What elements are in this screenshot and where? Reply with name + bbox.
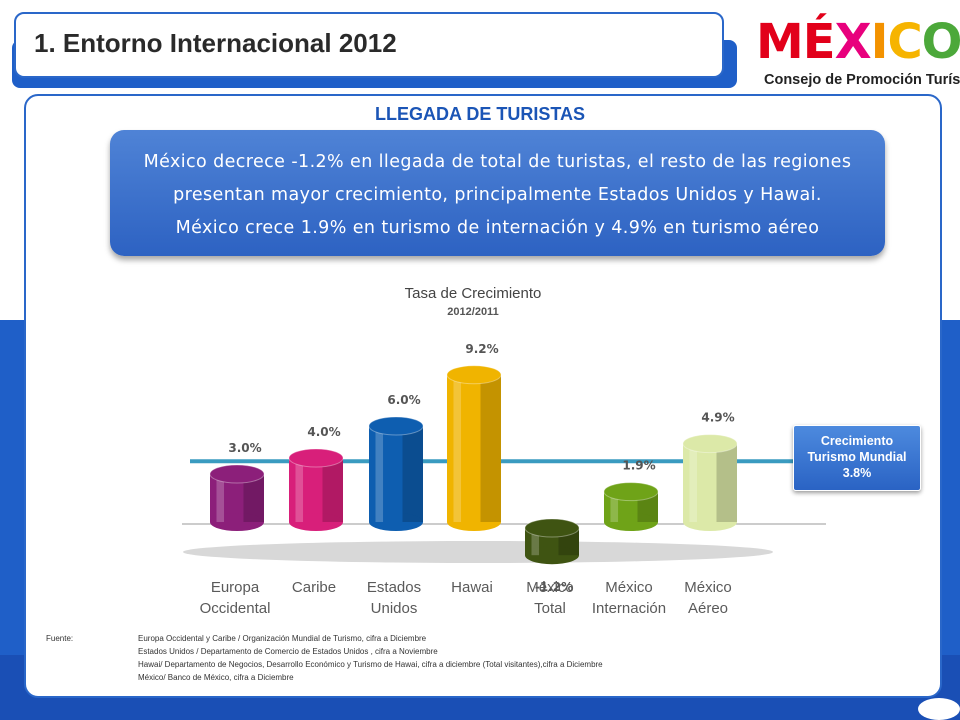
category-label: Total (534, 600, 566, 617)
category-label: México (605, 579, 653, 596)
callout-line: presentan mayor crecimiento, principalme… (173, 185, 822, 205)
section-title: LLEGADA DE TURISTAS (375, 104, 585, 124)
bar-top (603, 482, 659, 502)
bar (289, 458, 343, 522)
category-label: Aéreo (688, 600, 728, 617)
data-label: -1.2% (535, 580, 573, 594)
category-label: Estados (367, 579, 421, 596)
data-label: 3.0% (228, 441, 261, 455)
bar-highlight (216, 474, 225, 522)
category-label: Occidental (200, 600, 271, 617)
logo-wordmark: MÉXICO (756, 14, 960, 70)
category-label: Caribe (292, 579, 336, 596)
data-label: 6.0% (387, 393, 420, 407)
source-label: Fuente: (46, 634, 74, 643)
category-label: Internación (592, 600, 666, 617)
data-label: 4.9% (701, 411, 734, 425)
bar-bottom (447, 513, 501, 531)
bar-top (682, 434, 738, 454)
logo-subtitle: Consejo de Promoción Turística (764, 72, 960, 88)
bar-bottom (683, 513, 737, 531)
bar-shade (402, 426, 423, 522)
category-label: México (684, 579, 732, 596)
bar-top (288, 448, 344, 468)
bar-highlight (531, 528, 540, 556)
source-line: Europa Occidental y Caribe / Organizació… (138, 634, 427, 643)
bar-bottom (604, 513, 658, 531)
bar-shade (243, 474, 264, 522)
page-title: 1. Entorno Internacional 2012 (34, 28, 397, 58)
category-label: Unidos (371, 600, 418, 617)
bar-bottom (369, 513, 423, 531)
bar-highlight (610, 491, 619, 522)
bar-bottom (289, 513, 343, 531)
bar-highlight (375, 426, 384, 522)
bar (447, 374, 501, 522)
corner-decoration (918, 698, 960, 720)
logo-letter: M (756, 14, 804, 70)
source-line: México/ Banco de México, cifra a Diciemb… (138, 673, 294, 682)
bar-top (209, 464, 265, 484)
world-growth-box: Crecimiento Turismo Mundial 3.8% (793, 425, 921, 491)
bar-highlight (689, 443, 698, 522)
mexico-logo: MÉXICO Consejo de Promoción Turística (752, 10, 960, 100)
source-line: Estados Unidos / Departamento de Comerci… (138, 647, 438, 656)
source-notes: Europa Occidental y Caribe / Organizació… (138, 632, 603, 684)
chart-title: Tasa de Crecimiento (404, 285, 542, 302)
category-label: México (526, 579, 574, 596)
category-label: Europa (211, 579, 260, 596)
bar-bottom (525, 546, 579, 565)
callout-line: México crece 1.9% en turismo de internac… (175, 218, 820, 238)
bar (369, 426, 423, 522)
highlight-callout: México decrece -1.2% en llegada de total… (110, 130, 885, 256)
data-label: 9.2% (465, 342, 498, 356)
logo-letter: I (870, 14, 889, 70)
title-box (14, 12, 724, 78)
world-growth-label: Crecimiento (820, 434, 894, 448)
bar-top (368, 416, 424, 436)
bar-top (524, 518, 580, 538)
bar-bottom (210, 513, 264, 531)
bar-highlight (295, 458, 304, 522)
bar-shade (716, 443, 737, 522)
data-label: 4.0% (307, 425, 340, 439)
logo-letter: É (802, 14, 836, 70)
chart-floor-shadow (183, 541, 773, 563)
logo-letter: C (887, 14, 922, 70)
chart-subtitle: 2012/2011 (447, 306, 499, 318)
logo-letter: O (921, 14, 960, 70)
category-label: Hawai (451, 579, 493, 596)
world-growth-label: Turismo Mundial (807, 450, 907, 464)
bar-top (446, 365, 502, 385)
source-line: Hawai/ Departamento de Negocios, Desarro… (138, 660, 603, 669)
world-growth-value: 3.8% (842, 466, 872, 480)
bar-shade (480, 374, 501, 522)
logo-letter: X (834, 14, 872, 70)
callout-line: México decrece -1.2% en llegada de total… (143, 152, 852, 172)
data-label: 1.9% (622, 459, 655, 473)
bar-shade (322, 458, 343, 522)
bar (683, 443, 737, 522)
bar-highlight (453, 374, 462, 522)
